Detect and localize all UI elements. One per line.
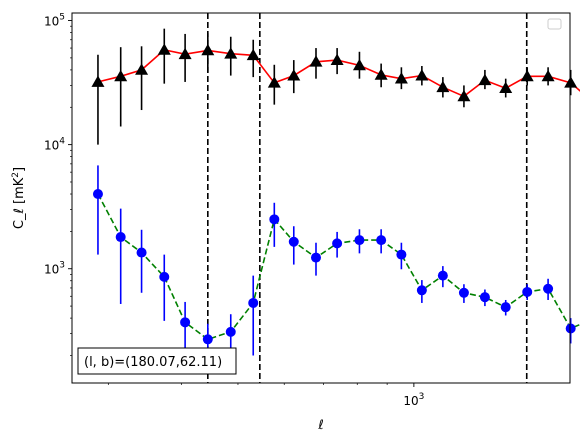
triangle-marker: [224, 47, 238, 59]
axes-frame: [71, 12, 571, 384]
circle-marker: [288, 236, 299, 247]
circle-marker: [115, 232, 126, 243]
triangle-marker: [330, 53, 344, 65]
triangle-marker: [374, 68, 388, 80]
annotation: (l, b)=(180.07,62.11): [77, 347, 237, 375]
triangle-marker: [457, 89, 471, 102]
circle-marker: [437, 270, 448, 281]
x-tick-label: 103: [403, 392, 424, 408]
triangle-marker: [178, 47, 192, 60]
circle-marker: [522, 286, 533, 297]
triangle-marker: [415, 69, 429, 81]
triangle-marker: [564, 76, 578, 88]
triangle-marker: [246, 48, 260, 61]
circle-marker: [332, 238, 343, 249]
triangle-marker: [309, 55, 323, 67]
circle-marker: [565, 323, 576, 334]
triangle-marker: [135, 63, 149, 75]
triangle-marker: [394, 72, 408, 84]
circle-marker: [136, 247, 147, 258]
circle-marker: [354, 235, 365, 246]
triangle-marker: [352, 58, 366, 71]
circle-marker: [543, 283, 554, 294]
circle-marker: [225, 326, 236, 337]
axes: 103 104 105 103 ℓ C_ℓ [mK2]: [11, 12, 571, 433]
triangle-marker: [499, 81, 513, 94]
triangle-marker: [520, 69, 534, 82]
y-tick-label: 103: [44, 261, 65, 277]
circle-marker: [269, 214, 280, 225]
circle-marker: [310, 252, 321, 263]
circle-marker: [396, 249, 407, 260]
triangle-marker: [91, 75, 105, 87]
triangle-marker: [201, 43, 215, 56]
circle-marker: [248, 297, 259, 308]
triangle-marker: [114, 69, 128, 82]
triangle-marker: [436, 80, 450, 93]
annotation-box: [77, 347, 237, 375]
x-axis-label: ℓ: [317, 418, 323, 433]
annotation-text: (l, b)=(180.07,62.11): [84, 355, 222, 370]
circle-marker: [159, 271, 170, 282]
y-tick-label: 105: [44, 13, 65, 29]
y-tick-label: 104: [44, 137, 65, 153]
triangle-marker: [267, 76, 281, 88]
triangle-marker: [478, 73, 492, 86]
circle-marker: [479, 292, 490, 303]
y-axis-label: C_ℓ [mK2]: [11, 167, 27, 229]
triangle-marker: [157, 43, 171, 55]
circle-marker: [458, 287, 469, 298]
circle-marker: [500, 302, 511, 313]
circle-marker: [180, 317, 191, 328]
circle-marker: [202, 334, 213, 345]
legend-box: [547, 18, 562, 30]
triangle-marker: [541, 69, 555, 82]
triangle-marker: [287, 69, 301, 81]
circle-marker: [416, 285, 427, 296]
circle-marker: [92, 189, 103, 200]
circle-marker: [376, 235, 387, 246]
plot-area: [91, 13, 580, 383]
